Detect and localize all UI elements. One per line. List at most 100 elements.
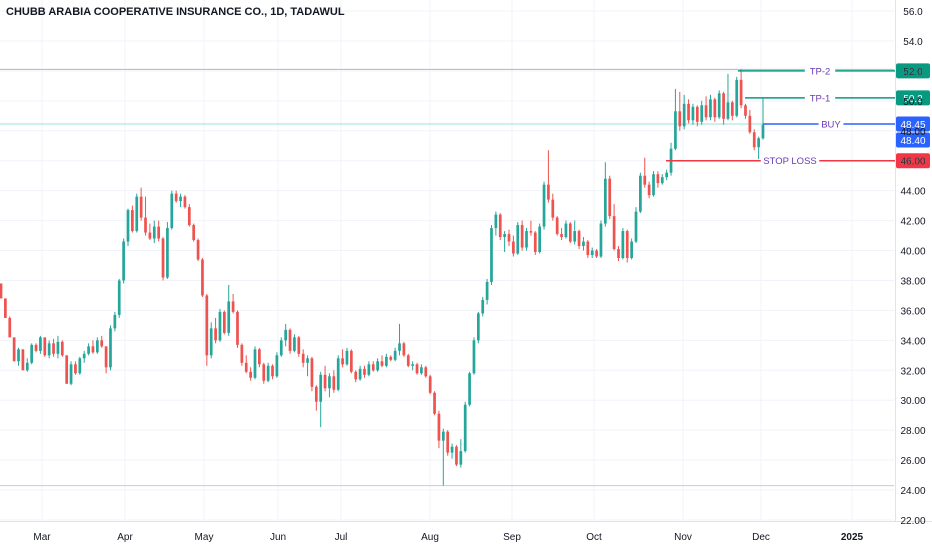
candle-body bbox=[433, 392, 436, 414]
y-tick-label: 24.00 bbox=[900, 486, 925, 497]
candle-body bbox=[603, 178, 607, 224]
candle-body bbox=[139, 196, 143, 218]
candle-body bbox=[306, 358, 309, 363]
candle-body bbox=[218, 311, 222, 341]
x-tick-label: Apr bbox=[117, 532, 133, 543]
candle-body bbox=[520, 225, 524, 248]
candle-body bbox=[647, 184, 651, 196]
candle-body bbox=[722, 93, 725, 119]
level-price-text: 50.2 bbox=[903, 94, 923, 105]
candle-body bbox=[590, 250, 594, 256]
candle-body bbox=[577, 231, 581, 247]
y-tick-label: 48.00 bbox=[900, 127, 925, 138]
candle-body bbox=[249, 371, 252, 378]
candle-body bbox=[244, 362, 248, 372]
candle-body bbox=[376, 361, 379, 371]
candle-body bbox=[608, 178, 612, 217]
candle-body bbox=[682, 103, 686, 127]
level-label: TP-2 bbox=[810, 66, 831, 77]
candle-body bbox=[135, 196, 139, 232]
candle-body bbox=[284, 329, 288, 341]
candle-body bbox=[481, 299, 485, 314]
candle-body bbox=[25, 362, 29, 371]
candle-body bbox=[201, 259, 204, 296]
candle-body bbox=[21, 349, 25, 371]
y-tick-label: 32.00 bbox=[900, 366, 925, 377]
candle-body bbox=[214, 328, 217, 341]
candle-body bbox=[634, 211, 638, 242]
candle-body bbox=[406, 355, 410, 366]
candle-body bbox=[231, 301, 235, 312]
y-tick-label: 56.0 bbox=[903, 7, 923, 18]
candle-body bbox=[547, 184, 550, 200]
candle-body bbox=[700, 105, 704, 122]
candle-body bbox=[450, 446, 454, 453]
candle-body bbox=[17, 349, 20, 362]
candle-body bbox=[100, 340, 104, 347]
x-tick-label: Nov bbox=[674, 532, 692, 543]
candle-body bbox=[293, 337, 296, 351]
candle-body bbox=[74, 364, 77, 374]
candle-body bbox=[349, 350, 353, 372]
candle-body bbox=[411, 364, 415, 366]
candle-body bbox=[310, 358, 314, 387]
candle-body bbox=[253, 349, 257, 378]
candle-body bbox=[297, 337, 301, 354]
level-price-text: 48.45 bbox=[900, 120, 925, 131]
candle-body bbox=[358, 368, 362, 380]
candle-body bbox=[674, 111, 677, 149]
candle-body bbox=[704, 105, 708, 118]
candle-body bbox=[560, 234, 563, 238]
candle-body bbox=[564, 223, 568, 238]
candle-body bbox=[126, 210, 130, 242]
candle-body bbox=[639, 175, 642, 212]
candle-body bbox=[586, 241, 590, 256]
candle-body bbox=[380, 361, 384, 366]
candle-body bbox=[323, 374, 327, 389]
candle-body bbox=[476, 313, 480, 341]
candle-body bbox=[516, 225, 520, 254]
candle-body bbox=[95, 340, 99, 353]
candle-body bbox=[117, 280, 121, 315]
candle-body bbox=[678, 111, 682, 127]
candle-body bbox=[691, 106, 695, 121]
x-tick-label: Dec bbox=[752, 532, 770, 543]
candle-body bbox=[12, 337, 16, 362]
candle-body bbox=[441, 431, 445, 441]
candle-body bbox=[726, 102, 730, 119]
x-tick-label: 2025 bbox=[841, 532, 864, 543]
candles bbox=[0, 69, 765, 486]
level-label-bg bbox=[804, 91, 836, 104]
candle-body bbox=[582, 241, 585, 247]
candle-body bbox=[735, 79, 739, 116]
candle-body bbox=[82, 353, 86, 359]
candle-body bbox=[367, 364, 371, 375]
candle-body bbox=[599, 223, 603, 257]
candle-body bbox=[538, 226, 542, 253]
candle-body bbox=[328, 376, 331, 389]
x-axis-labels: Mar Apr May Jun Jul Aug Sep Oct Nov Dec 2025 bbox=[33, 532, 863, 543]
candle-body bbox=[555, 217, 559, 235]
candle-body bbox=[730, 102, 734, 116]
candle-body bbox=[713, 99, 717, 118]
candle-body bbox=[236, 311, 239, 345]
candle-body bbox=[525, 231, 528, 248]
level-price-badge bbox=[896, 153, 930, 169]
x-tick-label: May bbox=[195, 532, 214, 543]
candle-body bbox=[717, 93, 721, 118]
candle-body bbox=[437, 413, 441, 441]
candle-body bbox=[625, 231, 629, 259]
candle-body bbox=[56, 341, 60, 354]
candle-body bbox=[748, 115, 752, 133]
candle-body bbox=[512, 241, 515, 254]
x-tick-label: Oct bbox=[586, 532, 602, 543]
candle-body bbox=[612, 216, 616, 250]
candle-body bbox=[695, 106, 699, 122]
candle-body bbox=[420, 367, 423, 374]
candle-body bbox=[485, 281, 489, 300]
candle-body bbox=[157, 226, 161, 239]
candle-body bbox=[227, 301, 231, 333]
candle-body bbox=[109, 328, 112, 368]
